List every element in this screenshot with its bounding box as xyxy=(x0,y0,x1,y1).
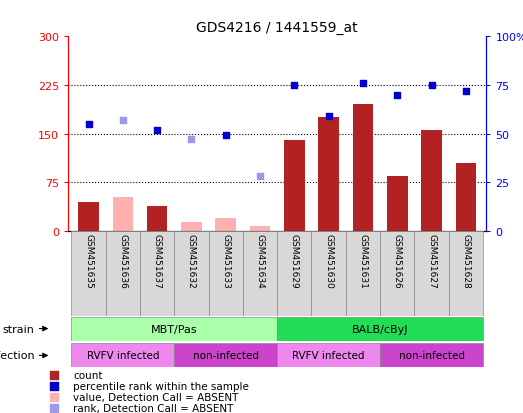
Text: GSM451637: GSM451637 xyxy=(153,234,162,289)
Point xyxy=(427,83,436,89)
Text: value, Detection Call = ABSENT: value, Detection Call = ABSENT xyxy=(73,392,238,402)
FancyBboxPatch shape xyxy=(72,231,106,316)
Point xyxy=(256,173,264,180)
Point xyxy=(50,404,59,411)
Point xyxy=(222,133,230,140)
FancyBboxPatch shape xyxy=(277,231,312,316)
Point xyxy=(187,137,196,143)
Text: GSM451626: GSM451626 xyxy=(393,234,402,288)
Text: GSM451631: GSM451631 xyxy=(358,234,368,289)
Point xyxy=(462,88,470,95)
Point xyxy=(119,117,127,124)
Text: strain: strain xyxy=(3,324,35,334)
Bar xyxy=(78,202,99,231)
Text: infection: infection xyxy=(0,351,35,361)
Text: RVFV infected: RVFV infected xyxy=(87,351,159,361)
FancyBboxPatch shape xyxy=(106,231,140,316)
Text: MBT/Pas: MBT/Pas xyxy=(151,324,198,334)
Text: count: count xyxy=(73,370,103,380)
Text: GSM451629: GSM451629 xyxy=(290,234,299,288)
Point xyxy=(50,382,59,389)
Bar xyxy=(421,131,442,231)
FancyBboxPatch shape xyxy=(209,231,243,316)
Bar xyxy=(174,344,277,368)
Bar xyxy=(181,222,202,231)
Text: percentile rank within the sample: percentile rank within the sample xyxy=(73,381,249,391)
Text: GSM451630: GSM451630 xyxy=(324,234,333,289)
Text: non-infected: non-infected xyxy=(399,351,464,361)
Text: GSM451636: GSM451636 xyxy=(118,234,128,289)
Bar xyxy=(72,317,277,341)
Bar xyxy=(319,118,339,231)
Point xyxy=(153,127,161,134)
Point xyxy=(50,394,59,400)
Bar xyxy=(284,141,304,231)
Bar xyxy=(250,226,270,231)
Point xyxy=(393,92,402,99)
Title: GDS4216 / 1441559_at: GDS4216 / 1441559_at xyxy=(196,21,358,35)
Bar xyxy=(353,105,373,231)
Text: GSM451633: GSM451633 xyxy=(221,234,230,289)
Text: rank, Detection Call = ABSENT: rank, Detection Call = ABSENT xyxy=(73,403,234,413)
Text: GSM451628: GSM451628 xyxy=(461,234,470,288)
FancyBboxPatch shape xyxy=(312,231,346,316)
Text: GSM451627: GSM451627 xyxy=(427,234,436,288)
Text: BALB/cByJ: BALB/cByJ xyxy=(352,324,408,334)
Text: GSM451632: GSM451632 xyxy=(187,234,196,288)
Point xyxy=(324,114,333,120)
FancyBboxPatch shape xyxy=(449,231,483,316)
FancyBboxPatch shape xyxy=(346,231,380,316)
FancyBboxPatch shape xyxy=(380,231,414,316)
FancyBboxPatch shape xyxy=(414,231,449,316)
Bar xyxy=(147,206,167,231)
Bar xyxy=(277,317,483,341)
Text: non-infected: non-infected xyxy=(193,351,259,361)
Point xyxy=(359,81,367,87)
FancyBboxPatch shape xyxy=(140,231,174,316)
Bar xyxy=(277,344,380,368)
Text: GSM451635: GSM451635 xyxy=(84,234,93,289)
Bar xyxy=(387,176,407,231)
FancyBboxPatch shape xyxy=(174,231,209,316)
Bar xyxy=(72,344,174,368)
FancyBboxPatch shape xyxy=(243,231,277,316)
Point xyxy=(50,372,59,378)
Bar xyxy=(112,198,133,231)
Bar xyxy=(380,344,483,368)
Text: GSM451634: GSM451634 xyxy=(256,234,265,288)
Bar xyxy=(215,218,236,231)
Point xyxy=(290,83,299,89)
Bar xyxy=(456,164,476,231)
Text: RVFV infected: RVFV infected xyxy=(292,351,365,361)
Point xyxy=(84,121,93,128)
